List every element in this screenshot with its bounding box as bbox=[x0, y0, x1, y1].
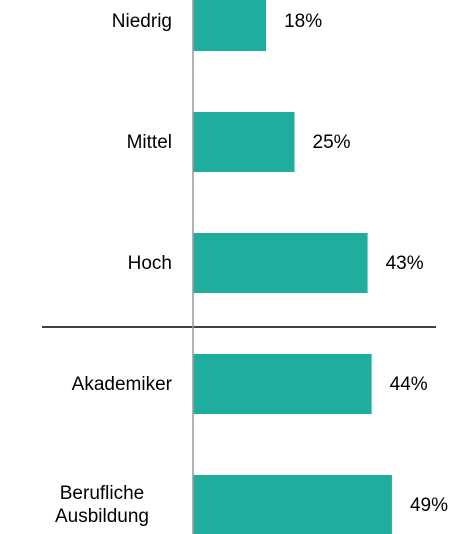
category-label: Hoch bbox=[127, 252, 172, 274]
bar bbox=[193, 112, 295, 172]
category-label: Akademiker bbox=[71, 373, 172, 395]
category-label: Mittel bbox=[126, 131, 172, 153]
category-label: Niedrig bbox=[111, 10, 172, 32]
value-label: 49% bbox=[409, 494, 448, 516]
value-label: 43% bbox=[385, 252, 424, 274]
value-label: 18% bbox=[284, 10, 323, 32]
bar bbox=[193, 0, 267, 51]
bar bbox=[193, 475, 392, 534]
bar bbox=[193, 354, 372, 414]
bar bbox=[193, 233, 368, 293]
value-label: 44% bbox=[389, 373, 428, 395]
value-label: 25% bbox=[312, 131, 351, 153]
category-label: Berufliche Ausbildung bbox=[54, 483, 150, 527]
